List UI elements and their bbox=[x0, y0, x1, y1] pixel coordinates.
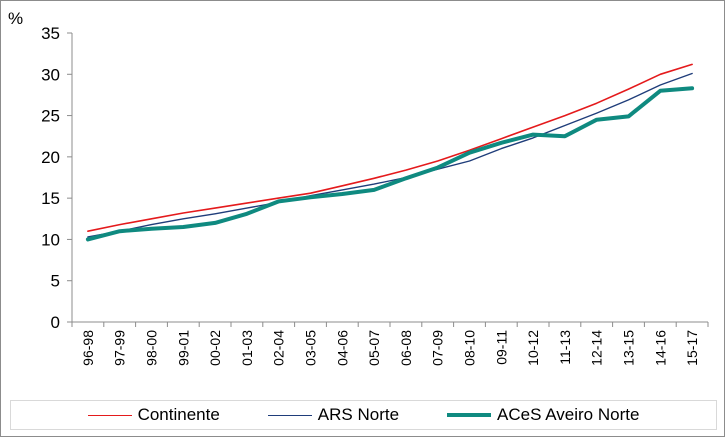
x-tick-label: 04-06 bbox=[334, 330, 350, 366]
x-tick-label: 06-08 bbox=[398, 330, 414, 366]
y-tick-label: 20 bbox=[41, 148, 60, 167]
x-tick-labels: 96-98 97-99 98-00 99-01 00-02 01-03 02-04 03-05… bbox=[80, 330, 700, 366]
y-tick-label: 0 bbox=[51, 313, 60, 332]
series-line-3 bbox=[85, 86, 695, 242]
legend-item: Continente bbox=[87, 405, 220, 425]
x-tick-label: 09-11 bbox=[493, 330, 509, 365]
x-tick-label: 08-10 bbox=[462, 330, 478, 366]
y-tick-label: 30 bbox=[41, 65, 60, 84]
y-tick-labels: 0 5 10 15 20 25 30 35 bbox=[41, 24, 60, 332]
x-tick-label: 10-12 bbox=[525, 330, 541, 366]
x-tick-label: 02-04 bbox=[271, 330, 287, 366]
x-tick-label: 14-16 bbox=[652, 330, 668, 366]
x-tick-label: 11-13 bbox=[557, 330, 573, 365]
axes bbox=[67, 32, 709, 327]
x-tick-label: 03-05 bbox=[303, 330, 319, 366]
x-tick-label: 13-15 bbox=[621, 330, 637, 366]
x-tick-label: 96-98 bbox=[80, 330, 96, 366]
x-tick-label: 99-01 bbox=[175, 330, 191, 366]
y-tick-label: 5 bbox=[51, 272, 60, 291]
y-tick-label: 15 bbox=[41, 189, 60, 208]
x-tick-label: 01-03 bbox=[239, 330, 255, 366]
x-tick-label: 15-17 bbox=[684, 330, 700, 366]
x-tick-label: 05-07 bbox=[366, 330, 382, 366]
line-chart: % 0 5 10 15 20 25 30 35 96-98 97-99 98-00 99-01 00-… bbox=[8, 9, 709, 366]
y-unit-label: % bbox=[8, 9, 23, 28]
legend-label: ACeS Aveiro Norte bbox=[497, 405, 640, 424]
x-tick-label: 12-14 bbox=[589, 330, 605, 366]
legend-swatch bbox=[447, 413, 492, 417]
legend-item: ACeS Aveiro Norte bbox=[447, 405, 639, 425]
legend-label: ARS Norte bbox=[317, 405, 400, 424]
legend-swatch bbox=[267, 414, 312, 416]
legend-swatch bbox=[87, 414, 132, 416]
y-tick-label: 25 bbox=[41, 107, 60, 126]
x-tick-label: 97-99 bbox=[112, 330, 128, 366]
series-lines bbox=[85, 63, 695, 242]
series-line-1 bbox=[87, 63, 693, 232]
x-tick-label: 00-02 bbox=[207, 330, 223, 366]
series-line-2 bbox=[87, 72, 693, 238]
legend: Continente ARS Norte ACeS Aveiro Norte bbox=[10, 400, 717, 430]
x-tick-label: 07-09 bbox=[430, 330, 446, 366]
x-tick-label: 98-00 bbox=[144, 330, 160, 366]
legend-item: ARS Norte bbox=[267, 405, 400, 425]
y-tick-label: 35 bbox=[41, 24, 60, 43]
legend-label: Continente bbox=[137, 405, 220, 424]
y-tick-label: 10 bbox=[41, 230, 60, 249]
